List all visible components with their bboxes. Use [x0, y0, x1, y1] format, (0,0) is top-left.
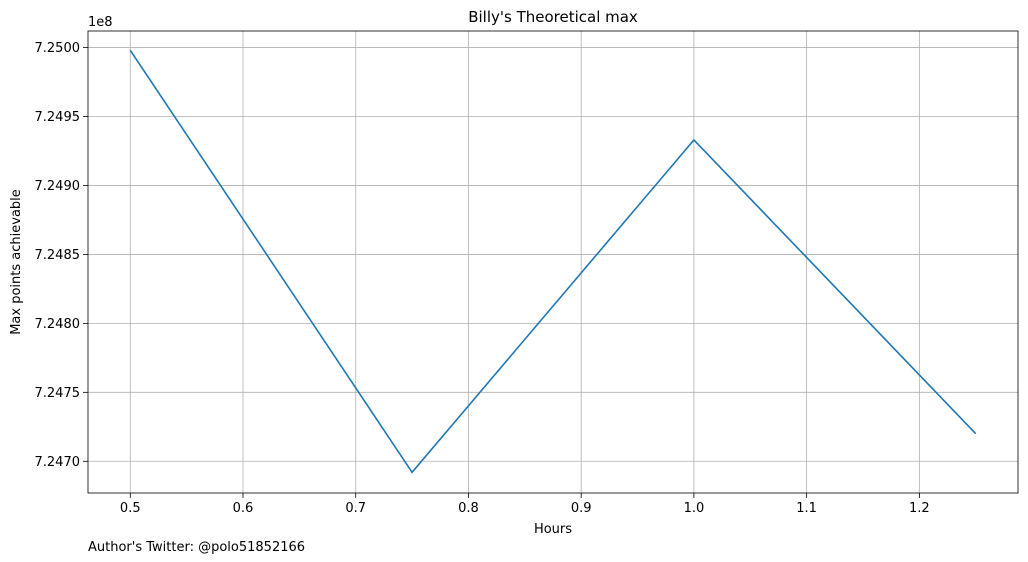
x-tick-label: 0.8	[458, 501, 479, 516]
x-tick-label: 1.0	[684, 501, 705, 516]
x-tick-label: 1.2	[909, 501, 930, 516]
series-line	[129, 49, 977, 474]
y-tick-label: 7.2495	[35, 110, 81, 125]
plot-frame	[87, 30, 1019, 494]
x-tick-label: 0.6	[233, 501, 254, 516]
chart-title: Billy's Theoretical max	[468, 8, 638, 26]
x-tick-label: 1.1	[796, 501, 817, 516]
y-tick-label: 7.2480	[35, 317, 81, 332]
y-tick-label: 7.2485	[35, 248, 81, 263]
y-tick-label: 7.2470	[35, 455, 81, 470]
y-tick-label: 7.2500	[35, 41, 81, 56]
x-tick-label: 0.9	[571, 501, 592, 516]
ticks: 0.5 0.6 0.7 0.8 0.9 1.0 1.1 1.2 7.2470 7.2475 7.24…	[35, 41, 930, 516]
series-layer	[129, 49, 977, 474]
author-footnote: Author's Twitter: @polo51852166	[88, 540, 305, 555]
axes	[87, 30, 1019, 494]
y-tick-label: 7.2490	[35, 179, 81, 194]
x-tick-label: 0.7	[345, 501, 366, 516]
y-tick-label: 7.2475	[35, 386, 81, 401]
y-axis-label: Max points achievable	[9, 189, 24, 335]
grid	[88, 31, 1018, 493]
x-axis-label: Hours	[534, 522, 572, 537]
y-offset-label: 1e8	[88, 15, 113, 30]
x-tick-label: 0.5	[120, 501, 141, 516]
